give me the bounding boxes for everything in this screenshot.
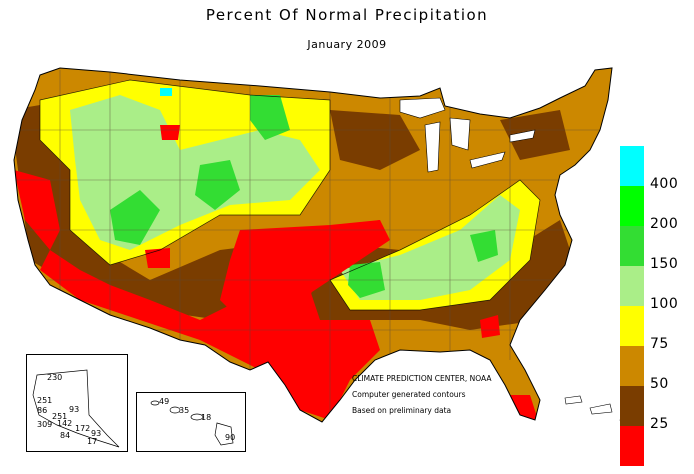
state-borders [14,70,612,420]
legend-swatch-cyan [620,146,644,186]
region-150-200 [110,190,160,245]
credits: CLIMATE PREDICTION CENTER, NOAA Computer… [352,371,491,419]
legend-label-25: 25 [650,416,669,432]
hawaii-value-4: 90 [225,433,236,442]
region-100-150-ohio [340,195,520,300]
alaska-value-10: 93 [91,429,102,438]
alaska-value-5: 251 [52,412,68,421]
legend-swatch-brightgreen [620,186,644,226]
region-25-50-dakota [330,110,420,170]
legend-swatch-lightgreen [620,266,644,306]
island-2 [589,403,613,415]
map-subtitle: January 2009 [307,38,387,51]
alaska-value-4: 93 [69,405,80,414]
region-150-200-kentucky [470,230,498,262]
alaska-value-6: 309 [37,420,53,429]
legend-swatch-orange [620,346,644,386]
hawaii-value-3: 18 [201,413,212,422]
alaska-value-8: 84 [60,431,71,440]
alaska-inset: 230 251 86 93 251 309 142 84 172 93 17 [26,354,128,452]
hawaii-value-1: 49 [159,397,170,406]
map-title: Percent Of Normal Precipitation [205,6,489,24]
credit-line-1: CLIMATE PREDICTION CENTER, NOAA [352,374,492,383]
region-below-25-georgia [480,315,500,338]
region-25-50-northeast [500,110,570,160]
lake-huron [449,117,471,151]
alaska-value-7: 142 [57,419,73,428]
alaska-outline [32,369,120,448]
region-above-400 [160,88,172,96]
region-below-25-idaho [160,125,180,140]
lake-erie [469,151,506,169]
legend-swatch-brown [620,386,644,426]
contour-lines [39,79,541,311]
legend-label-200: 200 [650,216,679,232]
precipitation-contours [14,68,612,422]
alaska-value-3: 86 [37,406,48,415]
hawaii-outline [150,400,234,446]
legend-label-75: 75 [650,336,669,352]
lake-ontario [509,129,536,143]
region-below-25-nevada [145,248,170,268]
legend-label-50: 50 [650,376,669,392]
alaska-value-2: 251 [37,396,53,405]
region-150-200-montana [250,95,290,140]
region-150-200-wyoming [195,160,240,210]
us-outline [13,67,613,423]
alaska-value-11: 17 [87,437,98,446]
legend-label-400: 400 [650,176,679,192]
hawaii-inset: 49 35 18 90 [136,392,246,452]
lake-michigan [424,121,441,173]
alaska-value-1: 230 [47,373,63,382]
legend-swatch-green [620,226,644,266]
credit-line-2: Computer generated contours [352,390,466,399]
legend-label-100: 100 [650,296,679,312]
legend-swatch-red [620,426,644,466]
credit-line-3: Based on preliminary data [352,406,452,415]
region-below-25 [14,170,390,420]
legend-label-150: 150 [650,256,679,272]
lake-superior [399,97,446,119]
legend-swatch-yellow [620,306,644,346]
region-below-25-texas [220,220,385,330]
hawaii-value-2: 35 [179,406,190,415]
island-1 [564,395,583,405]
alaska-value-9: 172 [75,424,91,433]
